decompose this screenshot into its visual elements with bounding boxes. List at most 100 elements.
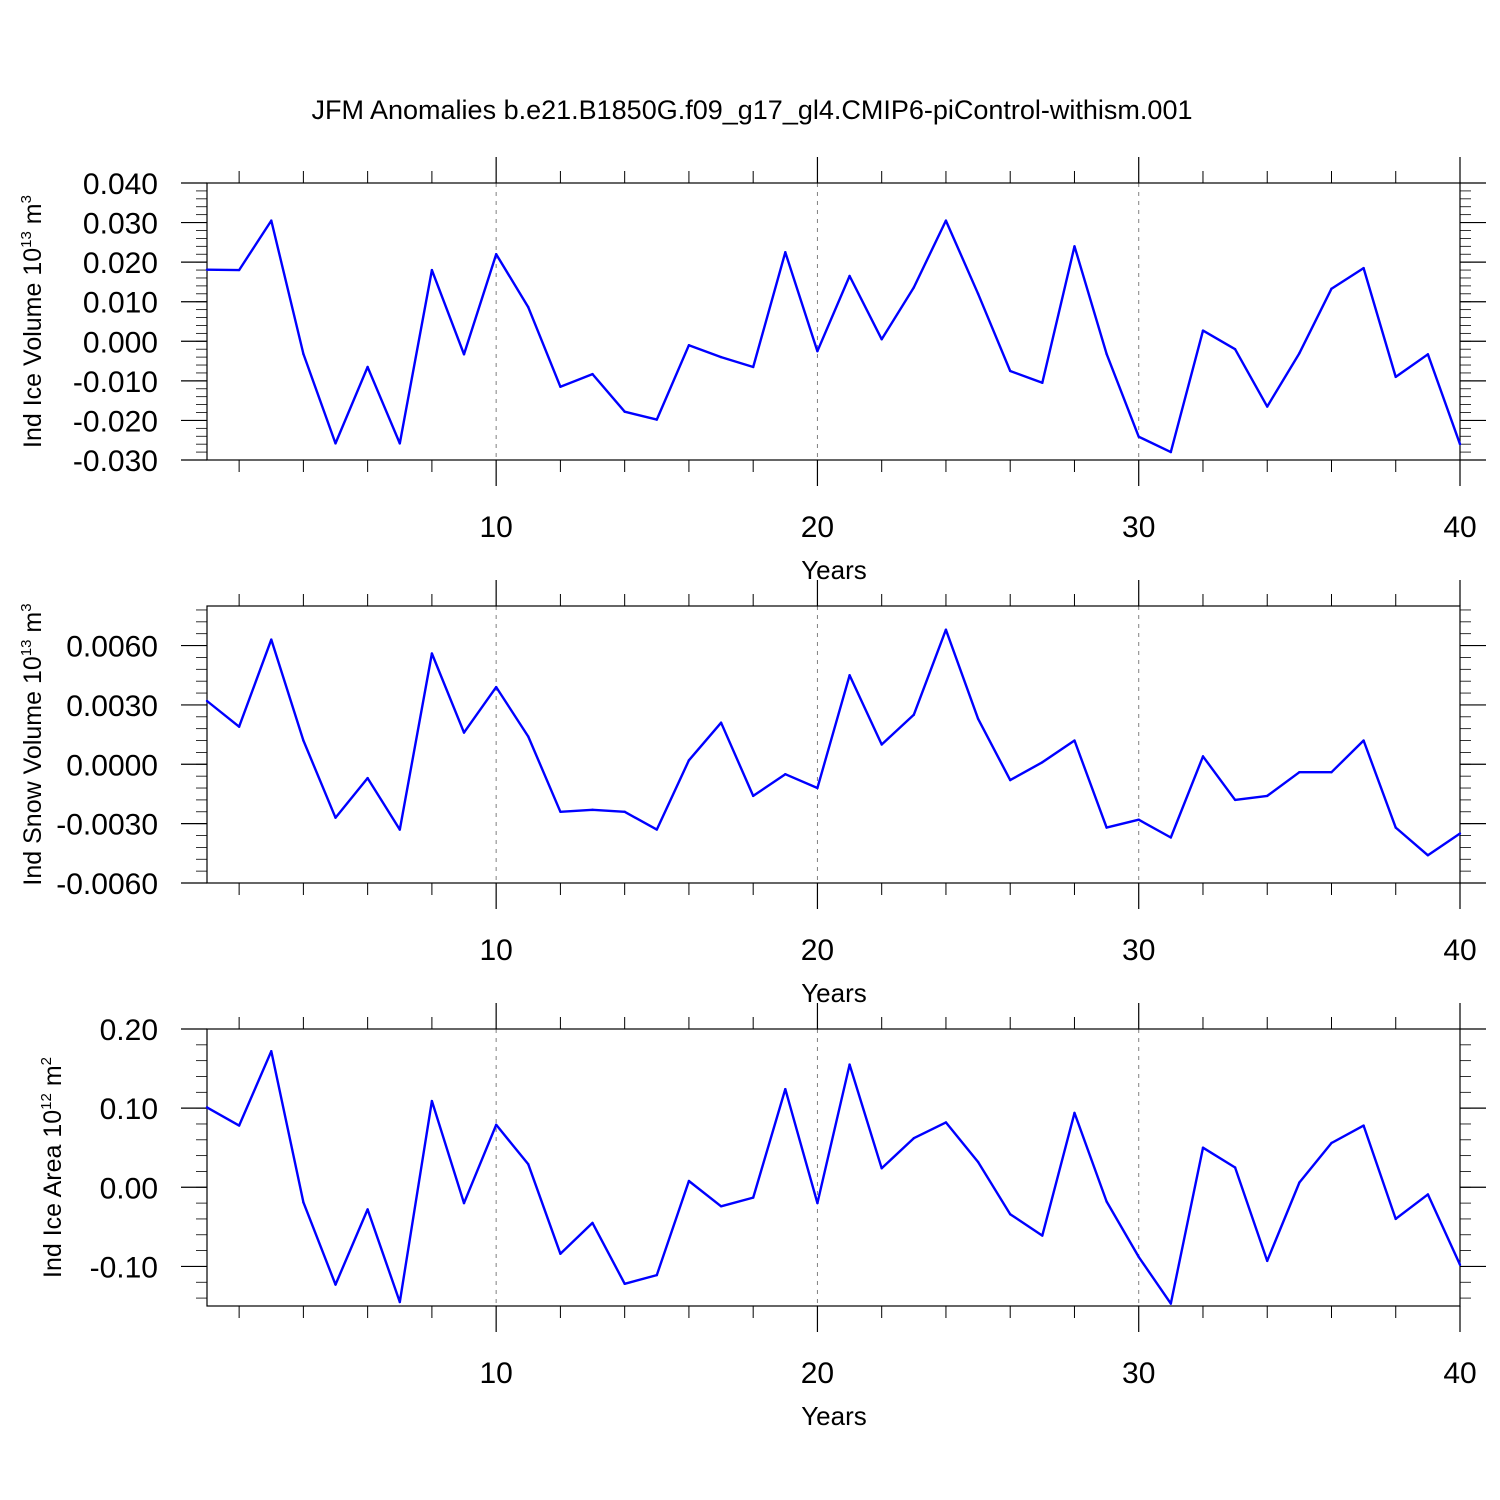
y-axis-title-exponent: 13	[18, 640, 35, 657]
x-tick-label-10: 10	[479, 1357, 512, 1390]
y-axis-title-unit-exponent: 3	[18, 195, 35, 203]
y-tick-label: 0.040	[83, 168, 158, 201]
data-point	[366, 1208, 369, 1211]
data-point	[751, 365, 755, 369]
data-point	[205, 699, 209, 703]
data-point	[655, 418, 658, 421]
data-point	[944, 628, 948, 631]
series-line	[206, 219, 1462, 454]
data-point	[1137, 435, 1140, 438]
y-axis-title: Ind Ice Volume 1013 m3	[18, 195, 47, 448]
data-point	[1266, 794, 1269, 798]
data-point	[1330, 287, 1333, 290]
data-point	[1137, 818, 1140, 821]
data-point	[1426, 854, 1430, 857]
data-point	[976, 1160, 980, 1164]
data-point	[527, 306, 530, 309]
data-point	[816, 349, 819, 353]
data-point	[1009, 1212, 1012, 1216]
x-axis-title: Years	[801, 555, 867, 585]
data-point	[655, 1273, 658, 1277]
x-tick-label-30: 30	[1122, 1357, 1155, 1390]
data-point	[1201, 1146, 1205, 1149]
data-point	[462, 731, 466, 734]
y-axis-title-unit: m	[19, 203, 47, 231]
y-tick-label: 0.000	[83, 326, 158, 359]
data-point	[1362, 739, 1365, 742]
data-point	[880, 743, 883, 746]
data-point	[302, 352, 305, 356]
data-point	[237, 1124, 241, 1127]
data-point	[751, 794, 755, 798]
data-point	[366, 365, 369, 369]
data-point	[494, 253, 498, 256]
y-axis-title-main: Ind Snow Volume 10	[19, 656, 47, 885]
data-point	[623, 410, 626, 413]
data-point	[334, 1283, 337, 1286]
y-tick-label: 0.10	[100, 1093, 158, 1126]
data-point	[366, 776, 369, 780]
data-point	[1458, 1263, 1462, 1267]
data-point	[527, 735, 530, 738]
data-point	[1201, 329, 1205, 332]
data-point	[848, 674, 851, 677]
data-point	[1426, 353, 1430, 356]
data-point	[1009, 369, 1012, 373]
x-tick-label-40: 40	[1443, 934, 1476, 967]
chart-panel-3: 10 20 30 40 -0.10 0.00 0.10 0.20 Years Ind Ice Ar…	[38, 1003, 1486, 1431]
data-point	[591, 808, 594, 811]
data-point	[1298, 351, 1301, 355]
y-tick-label: 0.20	[100, 1014, 158, 1047]
plot-frame	[206, 182, 1461, 461]
data-point	[784, 251, 787, 254]
y-tick-label: 0.0030	[66, 690, 158, 723]
data-point	[944, 1121, 948, 1124]
data-point	[784, 1087, 787, 1091]
data-point	[1233, 1166, 1237, 1169]
data-point	[1169, 450, 1173, 454]
data-point	[1105, 1200, 1108, 1203]
data-point	[430, 652, 434, 655]
data-point	[1266, 1259, 1269, 1263]
data-point	[302, 1201, 305, 1204]
data-point	[1266, 405, 1269, 408]
data-point	[1394, 1217, 1397, 1221]
data-point	[559, 385, 562, 388]
y-axis-title-unit-exponent: 3	[18, 603, 35, 611]
data-point	[1073, 1111, 1076, 1115]
data-point	[880, 338, 883, 341]
x-tick-label-30: 30	[1122, 934, 1155, 967]
y-axis-title: Ind Snow Volume 1013 m3	[18, 603, 47, 885]
y-axis-title-exponent: 12	[38, 1093, 55, 1110]
y-tick-label: -0.030	[73, 445, 158, 478]
plot-frame	[206, 605, 1461, 884]
x-tick-label-10: 10	[479, 511, 512, 544]
x-tick-label-20: 20	[801, 1357, 834, 1390]
data-point	[559, 1252, 562, 1255]
data-point	[1426, 1193, 1430, 1196]
data-point	[430, 1099, 434, 1103]
data-point	[848, 274, 851, 278]
y-axis-title-unit-exponent: 2	[38, 1057, 55, 1065]
data-point	[687, 344, 691, 347]
data-point	[1073, 245, 1076, 248]
data-point	[302, 739, 305, 742]
x-axis-title: Years	[801, 1401, 867, 1431]
y-tick-label: -0.10	[90, 1251, 158, 1284]
data-point	[687, 1179, 691, 1183]
data-point	[719, 355, 723, 359]
data-point	[527, 1163, 530, 1166]
series-line	[206, 628, 1461, 857]
data-point	[237, 268, 241, 272]
data-point	[1201, 755, 1205, 758]
data-point	[751, 1196, 755, 1199]
y-axis-title-main: Ind Ice Volume 10	[19, 248, 47, 448]
x-axis-title: Years	[801, 978, 867, 1008]
data-point	[912, 1137, 916, 1140]
figure-title: JFM Anomalies b.e21.B1850G.f09_g17_gl4.C…	[312, 95, 1193, 125]
data-point	[1394, 375, 1397, 379]
data-point	[944, 219, 948, 222]
data-point	[462, 1201, 466, 1205]
y-tick-label: -0.020	[73, 405, 158, 438]
